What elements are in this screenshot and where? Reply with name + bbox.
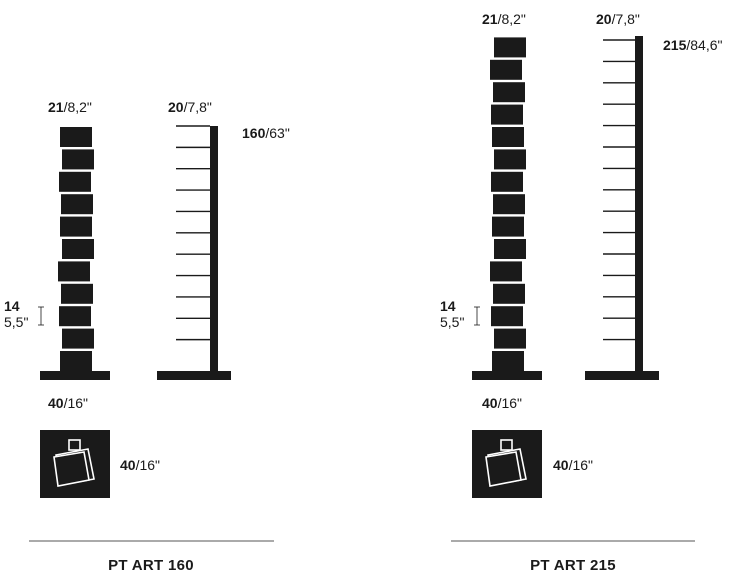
base-width-label: 40/16" — [482, 395, 522, 411]
stacked-box — [62, 239, 94, 259]
height-label: 160/63" — [242, 125, 290, 141]
height-label: 215/84,6" — [663, 37, 722, 53]
stacked-box — [492, 351, 524, 371]
stacked-box — [491, 104, 523, 125]
side-view-base — [157, 371, 231, 380]
model-name: PT ART 160 — [108, 557, 194, 574]
stacked-box — [492, 216, 524, 237]
model-name: PT ART 215 — [530, 557, 616, 574]
stacked-box — [491, 171, 523, 192]
model-pt-art-215: 21/8,2" 20/7,8" 215/84,6" 14 5,5" 40/16"… — [440, 11, 722, 574]
stacked-box — [490, 59, 522, 80]
side-view-pole — [635, 36, 643, 375]
stacked-box — [493, 283, 525, 304]
base-top-view-icon — [472, 430, 542, 498]
box-height-cm-label: 14 — [440, 298, 456, 314]
stacked-box — [492, 127, 524, 147]
base-top-view-icon — [40, 430, 110, 498]
base-width-label: 40/16" — [48, 395, 88, 411]
front-view-base — [472, 371, 542, 380]
stacked-box — [59, 306, 91, 327]
box-height-in-label: 5,5" — [440, 314, 464, 330]
stacked-box — [58, 261, 90, 282]
stacked-box — [490, 261, 522, 282]
stacked-box — [61, 283, 93, 304]
side-view-shelves — [176, 125, 210, 341]
stacked-box — [493, 194, 525, 215]
front-view-box-stack — [490, 37, 526, 371]
side-depth-label: 20/7,8" — [596, 11, 640, 27]
front-view-box-stack — [58, 127, 94, 371]
stacked-box — [494, 149, 526, 170]
stacked-box — [493, 82, 525, 103]
front-view-base — [40, 371, 110, 380]
stacked-box — [491, 306, 523, 327]
side-view-shelves — [603, 39, 635, 341]
base-depth-label: 40/16" — [120, 457, 160, 473]
side-depth-label: 20/7,8" — [168, 99, 212, 115]
stacked-box — [60, 351, 92, 371]
stacked-box — [494, 37, 526, 58]
stack-width-label: 21/8,2" — [482, 11, 526, 27]
stacked-box — [60, 216, 92, 237]
stacked-box — [62, 328, 94, 349]
stacked-box — [62, 149, 94, 170]
stack-width-label: 21/8,2" — [48, 99, 92, 115]
model-pt-art-160: 21/8,2" 20/7,8" 160/63" 14 5,5" 40/16" 4… — [4, 99, 290, 574]
side-view-base — [585, 371, 659, 380]
box-height-in-label: 5,5" — [4, 314, 28, 330]
stacked-box — [61, 194, 93, 215]
base-depth-label: 40/16" — [553, 457, 593, 473]
box-height-cm-label: 14 — [4, 298, 20, 314]
stacked-box — [59, 171, 91, 192]
stacked-box — [494, 239, 526, 259]
stacked-box — [60, 127, 92, 147]
stacked-box — [494, 328, 526, 349]
side-view-pole — [210, 126, 218, 375]
